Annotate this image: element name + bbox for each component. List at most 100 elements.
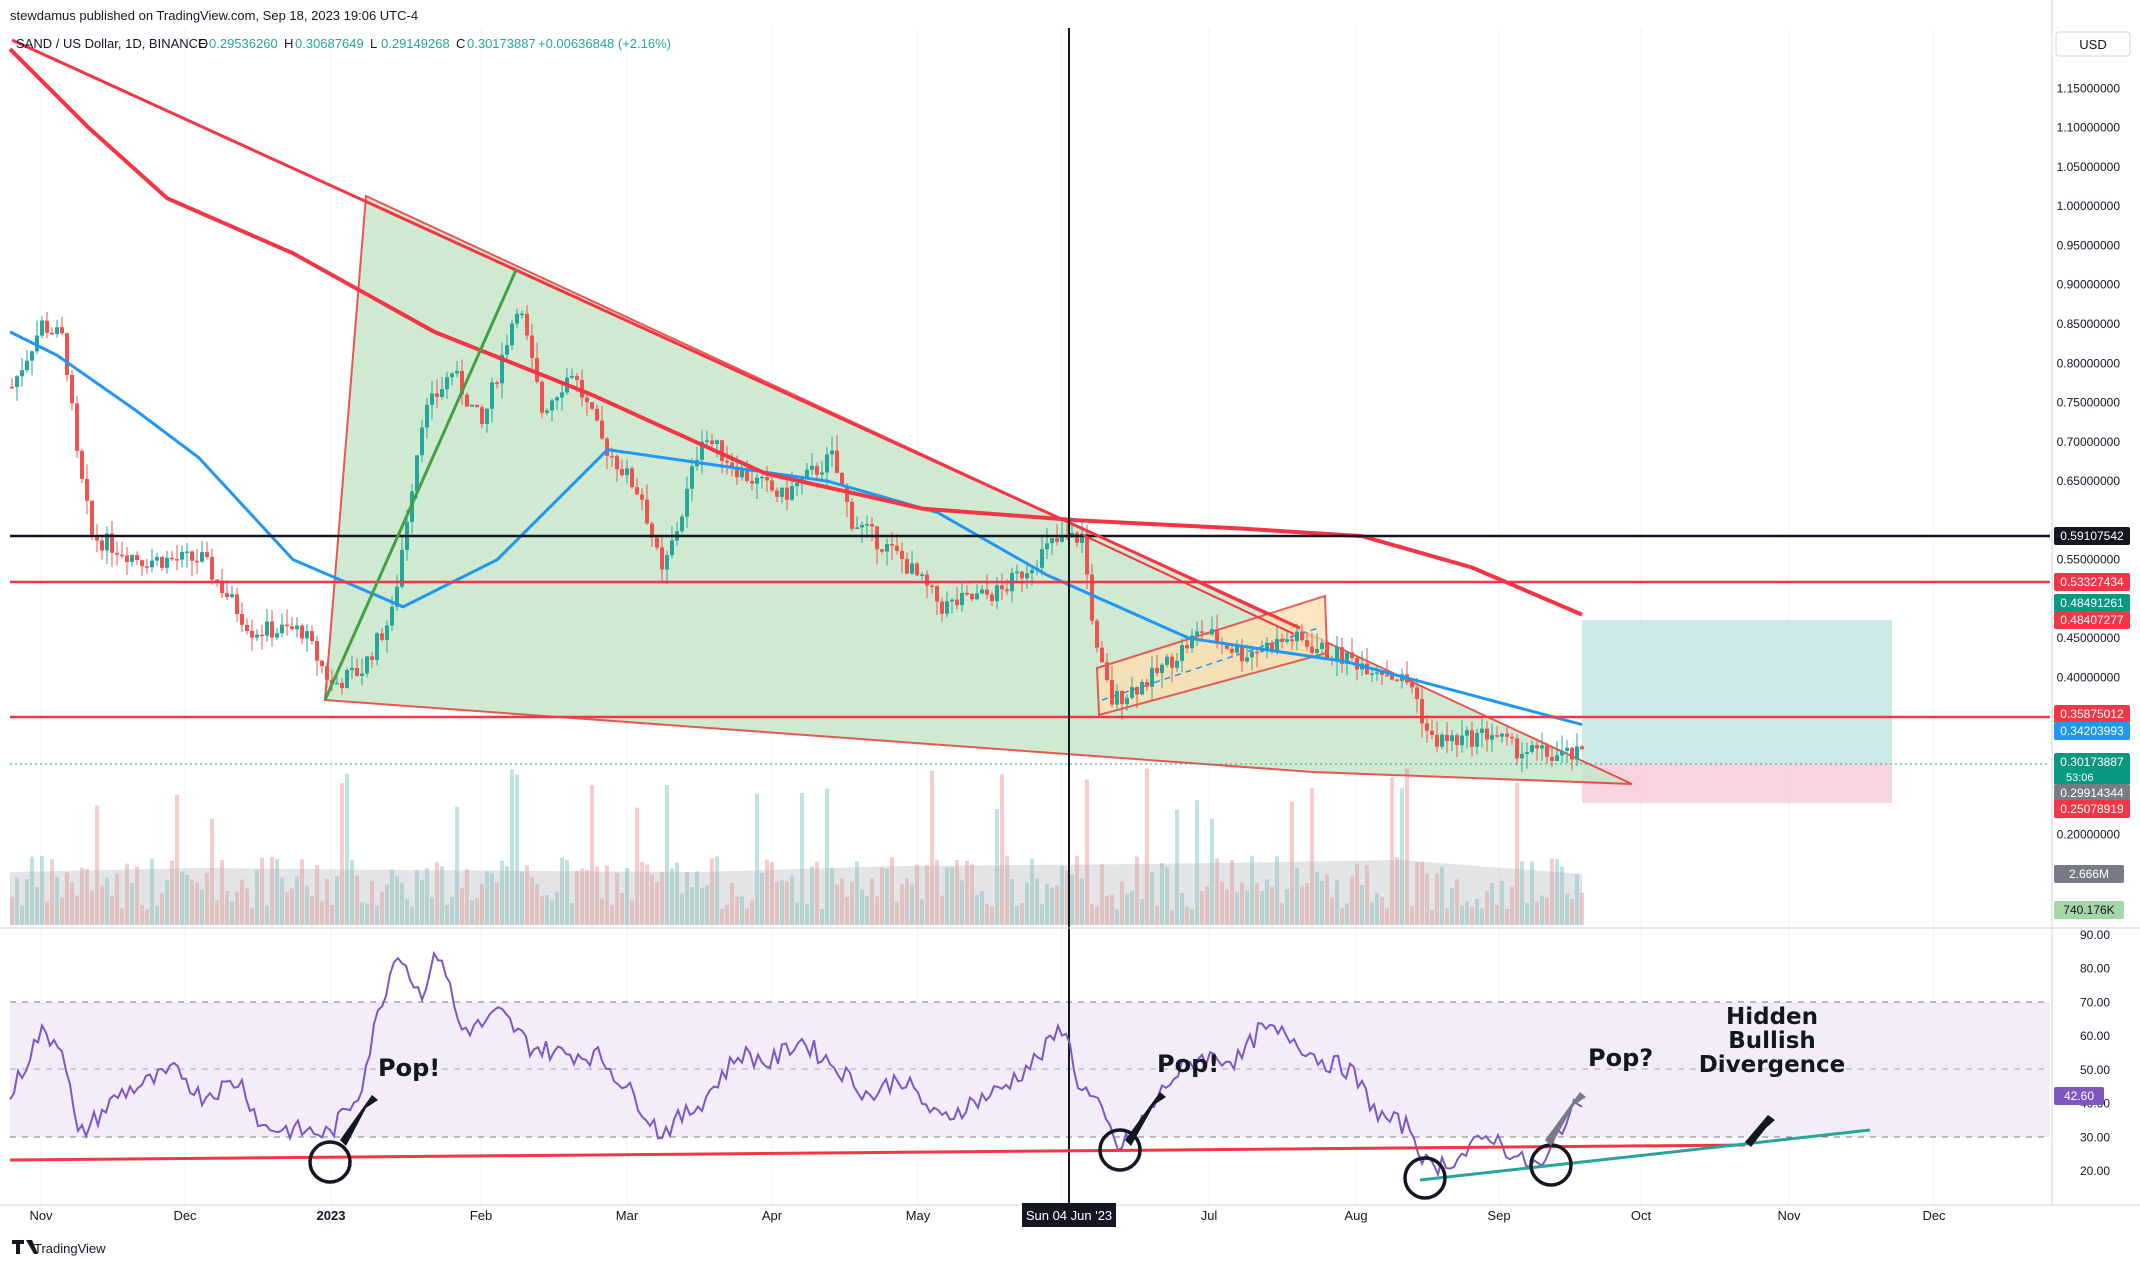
price-label-badge <box>2054 573 2130 591</box>
volume-bar <box>1555 859 1559 925</box>
candle-body <box>345 670 349 689</box>
volume-bar <box>760 872 764 925</box>
volume-bar <box>875 896 879 925</box>
candle-body <box>335 682 339 685</box>
rsi-value-badge <box>2054 1087 2104 1105</box>
ohlc-key: H <box>284 36 293 51</box>
candle-body <box>1250 651 1254 658</box>
candle-body <box>1135 687 1139 695</box>
circle-marker-1[interactable] <box>308 1140 352 1184</box>
volume-bar <box>565 859 569 925</box>
candle-body <box>1535 745 1539 749</box>
candle-body <box>680 516 684 532</box>
volume-bar <box>195 882 199 925</box>
volume-bar <box>600 898 604 925</box>
annotation-hidden: Hidden <box>1726 1004 1818 1030</box>
volume-bar <box>905 877 909 925</box>
rsi-line[interactable] <box>9 950 1583 1178</box>
volume-bar <box>450 896 454 925</box>
candle-body <box>500 354 504 384</box>
volume-bar <box>285 891 289 925</box>
volume-bar <box>725 904 729 925</box>
rsi-support-line[interactable] <box>9 1143 1746 1162</box>
volume-bar <box>1175 809 1179 925</box>
downtrend-line[interactable] <box>11 38 1301 630</box>
volume-bar <box>185 875 189 925</box>
candle-body <box>1435 734 1439 747</box>
candle-body <box>245 624 249 632</box>
price-tick: 1.15000000 <box>2057 81 2121 95</box>
candle-body <box>1505 733 1509 737</box>
volume-bar <box>710 858 714 925</box>
volume-bar <box>1240 882 1244 925</box>
volume-bar <box>340 783 344 925</box>
circle-marker-3[interactable] <box>1403 1156 1447 1200</box>
candle-body <box>510 323 514 346</box>
uptrend-line[interactable] <box>323 269 518 701</box>
volume-bar <box>90 890 94 925</box>
volume-bar <box>365 903 369 925</box>
volume-bar <box>190 879 194 925</box>
rsi-axis[interactable]: 90.0080.0070.0060.0050.0040.0030.0020.00… <box>2054 928 2110 1178</box>
candle-body <box>625 468 629 476</box>
stop-zone[interactable] <box>1582 764 1892 803</box>
volume-bar <box>1155 905 1159 925</box>
arrow-icon-1 <box>340 1095 378 1146</box>
price-tick: 1.05000000 <box>2057 160 2121 174</box>
volume-bar <box>15 877 19 925</box>
volume-bar <box>305 885 309 925</box>
target-zone[interactable] <box>1582 620 1892 764</box>
candle-body <box>1235 646 1239 653</box>
rsi-divergence-line[interactable] <box>1419 1128 1871 1182</box>
volume-bar <box>1020 902 1024 925</box>
candle-body <box>1500 733 1504 737</box>
volume-bar <box>1380 897 1384 925</box>
candle-body <box>1265 642 1269 651</box>
volume-label-text: 2.666M <box>2069 867 2109 881</box>
volume-bar <box>1265 879 1269 925</box>
candle-body <box>85 478 89 501</box>
candle-body <box>45 320 49 333</box>
footer-brand[interactable]: TradingView <box>34 1241 106 1256</box>
volume-bar <box>1195 800 1199 925</box>
candle-body <box>30 351 34 361</box>
currency-badge[interactable] <box>2055 31 2131 57</box>
downtrend-line-2[interactable] <box>1082 534 1295 635</box>
candle-body <box>115 552 119 555</box>
volume-bar <box>1490 883 1494 925</box>
volume-bar <box>440 866 444 925</box>
candle-body <box>515 313 519 324</box>
volume-bar <box>925 865 929 925</box>
volume-bar <box>115 873 119 925</box>
candle-body <box>580 379 584 398</box>
volume-bar <box>270 856 274 925</box>
candle-body <box>1480 728 1484 733</box>
symbol-title[interactable]: SAND / US Dollar, 1D, BINANCE <box>16 36 207 51</box>
price-tick: 0.75000000 <box>2057 396 2121 410</box>
candle-body <box>100 540 104 551</box>
volume-bar <box>1325 874 1329 925</box>
candle-body <box>1120 690 1124 705</box>
volume-bar <box>1415 861 1419 925</box>
volume-bar <box>1570 899 1574 925</box>
volume-bar <box>615 873 619 925</box>
volume-bar <box>1165 867 1169 925</box>
volume-bar <box>1045 883 1049 925</box>
volume-bar <box>1430 909 1434 925</box>
candle-body <box>1570 747 1574 760</box>
candle-body <box>915 563 919 576</box>
candle-body <box>355 667 359 676</box>
time-axis[interactable]: NovDec2023FebMarAprMayJunJulAugSepOctNov… <box>29 1208 1946 1223</box>
candle-body <box>1275 638 1279 652</box>
volume-bar <box>240 879 244 925</box>
ma-fast-line[interactable] <box>9 330 1583 727</box>
currency-label[interactable]: USD <box>2079 37 2106 52</box>
volume-bar <box>635 807 639 925</box>
volume-bar <box>950 867 954 925</box>
volume-bar <box>1375 892 1379 925</box>
candle-body <box>1320 642 1324 649</box>
time-tick: Nov <box>1777 1208 1801 1223</box>
circle-marker-2[interactable] <box>1098 1128 1142 1172</box>
candle-body <box>840 473 844 486</box>
candle-body <box>805 469 809 478</box>
